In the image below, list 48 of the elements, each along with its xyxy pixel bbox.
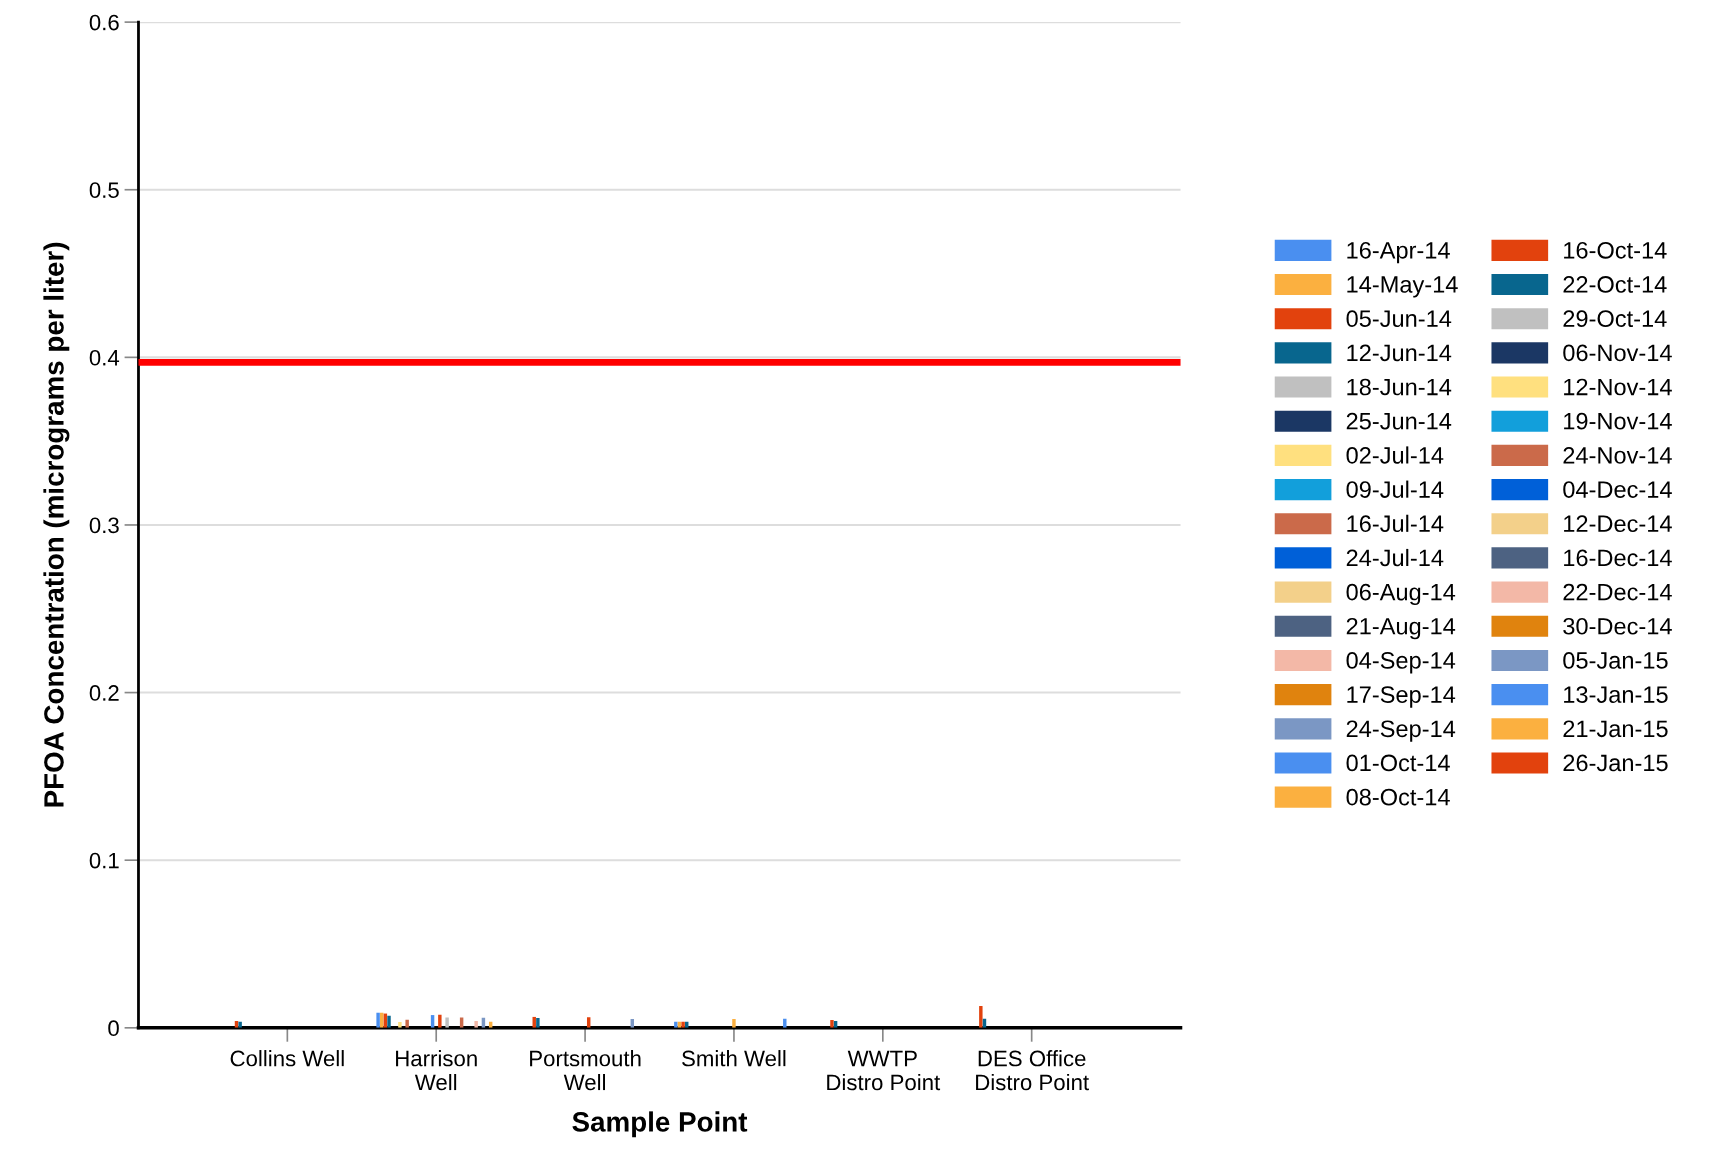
legend-label: 13-Jan-15 [1564, 686, 1668, 703]
x-tick-label: DES Office Distro Point [976, 1050, 1089, 1091]
legend-label: 08-Oct-14 [1346, 788, 1450, 806]
y-tick-label: 0.1 [89, 852, 119, 869]
legend-label: 25-Jun-14 [1346, 412, 1452, 430]
legend-label: 14-May-14 [1347, 276, 1458, 298]
legend-label: 16-Oct-14 [1564, 241, 1667, 259]
y-tick-label: 0.6 [89, 14, 119, 31]
legend-label: 29-Oct-14 [1563, 310, 1667, 328]
legend-label: 09-Jul-14 [1346, 480, 1444, 498]
x-tick-label: Portsmouth Well [530, 1050, 641, 1091]
legend-label: 19-Nov-14 [1564, 412, 1672, 430]
legend-label: 05-Jan-15 [1563, 652, 1668, 669]
legend-label: 30-Dec-14 [1563, 617, 1672, 635]
legend-label: 17-Sep-14 [1347, 686, 1456, 708]
legend-label: 04-Dec-14 [1563, 481, 1672, 498]
legend-label: 22-Oct-14 [1563, 276, 1667, 293]
legend-label: 12-Dec-14 [1564, 515, 1672, 533]
legend-label: 26-Jan-15 [1563, 754, 1668, 772]
x-tick-label: WWTP Distro Point [827, 1050, 941, 1091]
legend-label: 24-Nov-14 [1563, 447, 1672, 464]
legend-label: 21-Jan-15 [1563, 720, 1668, 738]
legend-label: 04-Sep-14 [1346, 652, 1456, 674]
x-tick-label: Smith Well [682, 1050, 786, 1067]
y-axis-title: PFOA Concentration (micrograms per liter) [43, 242, 70, 807]
y-tick-label: 0.2 [89, 685, 119, 701]
y-tick-label: 0.3 [89, 517, 119, 534]
legend-label: 06-Aug-14 [1346, 583, 1456, 606]
legend-label: 16-Jul-14 [1347, 514, 1444, 533]
legend-label: 16-Apr-14 [1347, 241, 1450, 264]
y-tick-label: 0.4 [89, 349, 120, 366]
y-tick-label: 0 [108, 1020, 119, 1037]
legend-label: 12-Nov-14 [1564, 378, 1672, 396]
legend-label: 18-Jun-14 [1347, 378, 1452, 396]
legend-label: 02-Jul-14 [1346, 446, 1444, 464]
legend-label: 24-Jul-14 [1346, 548, 1444, 567]
legend-label: 21-Aug-14 [1346, 617, 1456, 640]
legend-label: 24-Sep-14 [1346, 720, 1456, 742]
y-tick-label: 0.5 [89, 182, 119, 198]
legend-label: 01-Oct-14 [1346, 754, 1450, 772]
x-axis-title: Sample Point [572, 1111, 748, 1138]
x-tick-label: Harrison Well [396, 1050, 477, 1091]
legend-label: 05-Jun-14 [1346, 310, 1452, 328]
legend-label: 22-Dec-14 [1563, 583, 1672, 601]
legend-label: 12-Jun-14 [1347, 344, 1452, 362]
legend-label: 16-Dec-14 [1564, 549, 1672, 567]
legend-label: 06-Nov-14 [1563, 344, 1672, 362]
x-tick-label: Collins Well [230, 1050, 344, 1067]
